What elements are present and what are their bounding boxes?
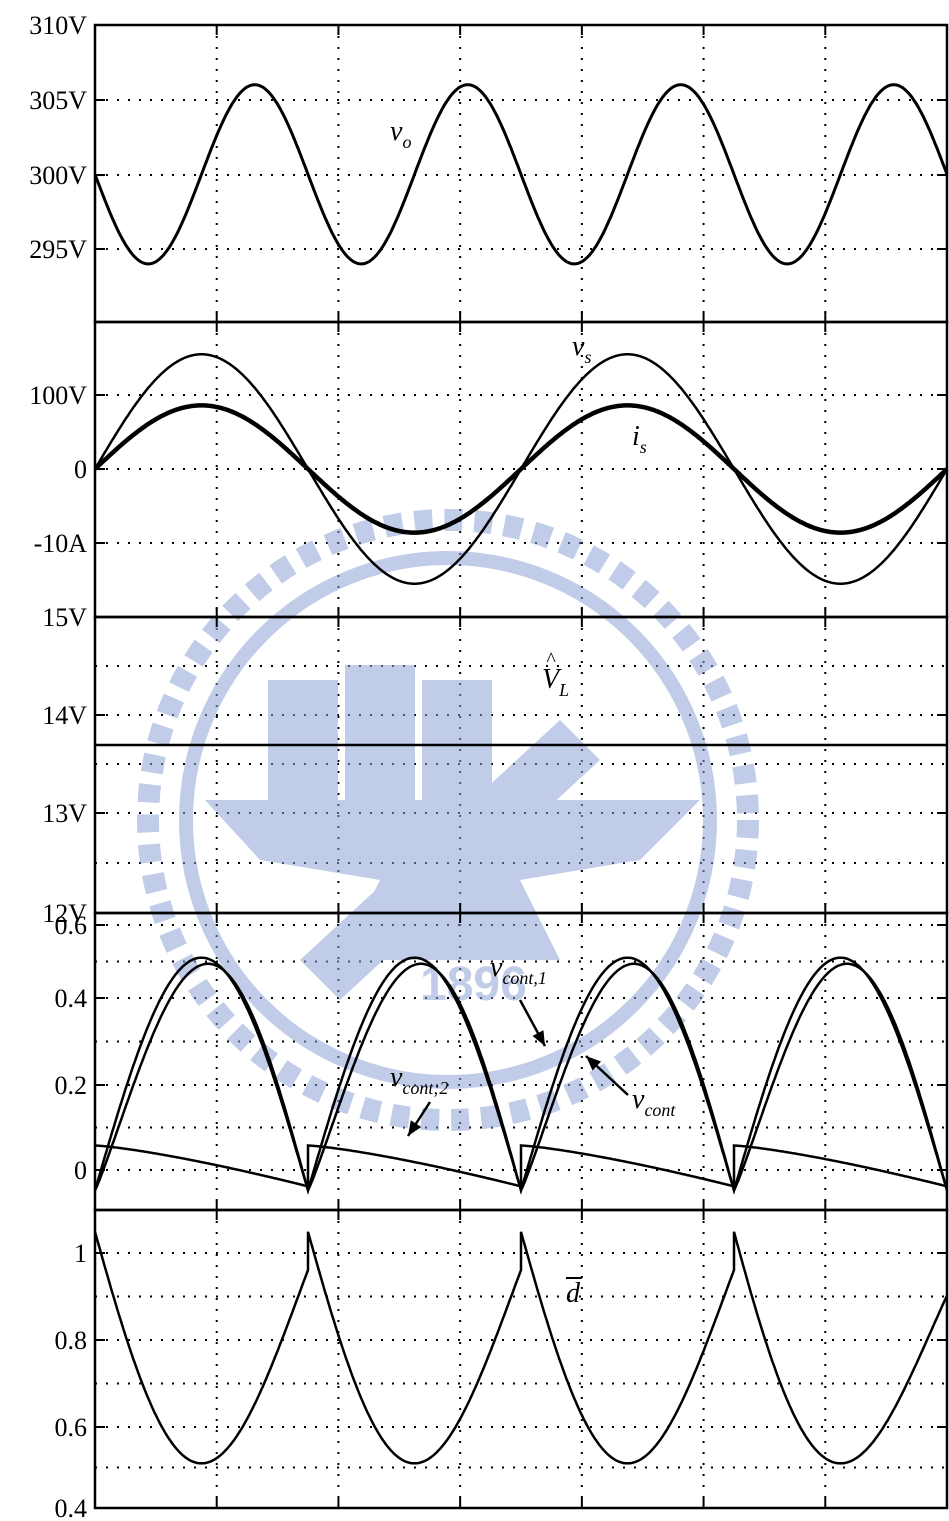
trace-d_bar [93,1231,949,1465]
ytick-label: 0 [74,455,87,484]
ytick-label: 12V [42,899,87,928]
ytick-label: 305V [29,86,87,115]
ytick-label: 13V [42,799,87,828]
label-v_s: vs [572,331,591,367]
ytick-label: 300V [29,161,87,190]
ytick-label: 14V [42,701,87,730]
label-v_cont_2: vcont;2 [390,1062,448,1098]
ytick-label: -10A [34,529,88,558]
hat-accent: ^ [546,649,556,671]
panel-frame [93,1208,949,1510]
traces-layer [93,83,949,1465]
ytick-label: 0.6 [55,911,88,940]
arrow-v_cont-head [586,1056,602,1071]
university-seal-watermark: 1896 [137,509,759,1131]
ytick-label: 295V [29,235,87,264]
ytick-label: 0.4 [55,984,88,1013]
label-i_s: is [632,421,647,457]
axes-layer: 310V305V300V295V100V0-10A15V14V13V12V0.6… [29,11,949,1521]
label-v_cont: vcont [632,1084,676,1120]
labels-layer: vo vs is VL^ vcont,1 vcont vcont;2 d [390,116,676,1309]
svg-text:1896: 1896 [420,958,527,1011]
ytick-label: 0.8 [55,1326,88,1355]
ytick-label: 15V [42,603,87,632]
trace-v_cont,2 [94,1144,948,1188]
trace-i_s [93,403,949,535]
ytick-label: 1 [74,1239,87,1268]
ytick-label: 310V [29,11,87,40]
ytick-label: 0.2 [55,1071,88,1100]
label-d_bar: d [566,1278,581,1309]
ytick-label: 0.6 [55,1413,88,1442]
trace-v_o [93,83,949,266]
trace-v_cont,1 [93,962,949,1195]
arrow-v_cont_1-head [532,1030,545,1046]
arrow-v_cont_2-head [408,1120,422,1136]
ytick-label: 0.4 [55,1494,88,1521]
label-v_cont_1: vcont,1 [490,952,547,988]
label-V_L_hat: VL [542,664,569,700]
ytick-label: 100V [29,381,87,410]
ytick-label: 0 [74,1156,87,1185]
label-v_o: vo [390,116,411,152]
